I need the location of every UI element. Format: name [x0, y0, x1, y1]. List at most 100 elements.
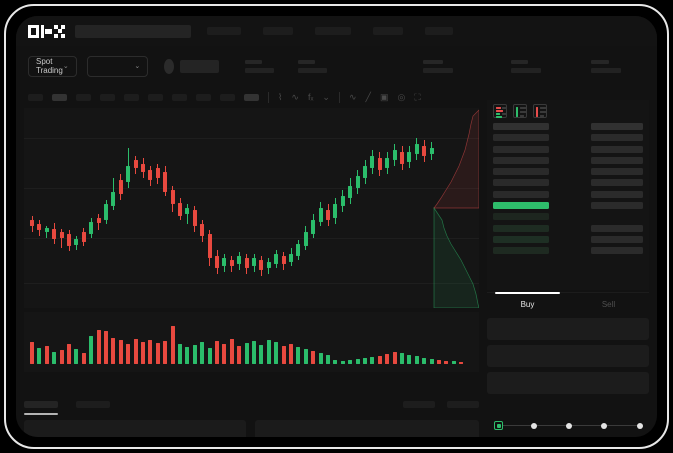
- chevron-down-icon[interactable]: ⌄: [322, 91, 330, 102]
- slider-stop-100[interactable]: [636, 422, 643, 429]
- candlestick: [414, 108, 419, 308]
- order-book-row[interactable]: [493, 168, 643, 176]
- order-book-row[interactable]: [493, 247, 643, 255]
- bottom-tab-1[interactable]: [24, 400, 58, 415]
- timeframe-1[interactable]: [28, 93, 43, 101]
- timeframe-9[interactable]: [220, 93, 235, 101]
- order-book-row[interactable]: [493, 145, 643, 153]
- order-book-size-cell: [591, 202, 643, 210]
- volume-bar: [244, 343, 249, 364]
- candlestick: [185, 108, 190, 308]
- timeframe-6[interactable]: [148, 93, 163, 101]
- settings-icon[interactable]: ◎: [397, 91, 406, 102]
- timeframe-7[interactable]: [172, 93, 187, 101]
- bottom-panel-left[interactable]: [24, 420, 246, 437]
- search-input[interactable]: [75, 24, 191, 38]
- slider-handle[interactable]: [494, 421, 503, 430]
- candle-body: [222, 258, 227, 266]
- slider-stop-75[interactable]: [601, 422, 608, 429]
- camera-icon[interactable]: ▣: [379, 91, 389, 102]
- market-type-label: Spot Trading: [36, 57, 63, 75]
- nav-item-5[interactable]: [425, 27, 453, 35]
- amount-percent-slider[interactable]: [494, 420, 644, 432]
- volume-bar: [52, 352, 57, 364]
- volume-bar: [407, 355, 412, 364]
- order-book-row[interactable]: [493, 123, 643, 130]
- chart-toolbar: ⌇ ∿ fₓ ⌄ ∿ ╱ ▣ ◎ ⛶: [16, 86, 657, 108]
- nav-item-4[interactable]: [373, 27, 403, 35]
- order-total-field[interactable]: [487, 372, 649, 394]
- slider-stop-50[interactable]: [566, 422, 572, 429]
- volume-bar: [185, 347, 190, 364]
- timeframe-2[interactable]: [52, 93, 67, 101]
- nav-item-2[interactable]: [263, 27, 293, 35]
- okx-logo-icon[interactable]: [28, 24, 65, 38]
- bottom-tab-action-2[interactable]: [447, 400, 479, 408]
- order-book-row[interactable]: [493, 179, 643, 187]
- price-chart-area[interactable]: [24, 108, 479, 308]
- pair-select-dropdown[interactable]: ⌄: [86, 55, 149, 77]
- candle-body: [252, 258, 256, 266]
- timeframe-3[interactable]: [76, 93, 91, 101]
- order-book-row[interactable]: [493, 213, 643, 221]
- candle-body: [429, 148, 434, 154]
- pair-name[interactable]: [179, 59, 219, 73]
- chart-gridline: [24, 238, 479, 239]
- tab-buy[interactable]: Buy: [487, 292, 568, 316]
- candle-body: [363, 166, 367, 178]
- volume-bar: [200, 342, 205, 364]
- indicators-icon[interactable]: fₓ: [307, 91, 314, 102]
- orderbook-mode-asks-icon[interactable]: [533, 104, 547, 118]
- volume-bar: [459, 362, 464, 364]
- candlestick-chart-icon[interactable]: ⌇: [278, 91, 283, 102]
- slider-stop-25[interactable]: [530, 422, 537, 429]
- bottom-panel-right[interactable]: [255, 420, 479, 437]
- orderbook-mode-both-icon[interactable]: [493, 104, 507, 118]
- volume-bar: [44, 346, 49, 364]
- candlestick: [89, 108, 94, 308]
- candle-body: [89, 222, 94, 234]
- candle-body: [44, 228, 49, 232]
- drawing-tools-icon[interactable]: ╱: [365, 91, 371, 102]
- candle-body: [104, 204, 108, 220]
- bottom-tab-action-1[interactable]: [403, 400, 435, 408]
- candle-body: [96, 218, 101, 223]
- order-book-price-cell: [493, 235, 549, 243]
- order-book-row[interactable]: [493, 134, 643, 142]
- order-book-row[interactable]: [493, 190, 643, 198]
- market-type-dropdown[interactable]: Spot Trading ⌄: [28, 55, 77, 77]
- ticker-stat-value: [510, 67, 541, 73]
- orderbook-mode-bids-icon[interactable]: [513, 104, 527, 118]
- order-book-row[interactable]: [493, 235, 643, 243]
- candlestick: [207, 108, 212, 308]
- timeframe-10[interactable]: [244, 93, 259, 101]
- order-book-row[interactable]: [493, 156, 643, 164]
- timeframe-5[interactable]: [124, 93, 139, 101]
- order-amount-field[interactable]: [487, 345, 649, 367]
- order-book-row[interactable]: [493, 224, 643, 232]
- candle-body: [407, 152, 412, 162]
- candle-body: [141, 164, 145, 172]
- fullscreen-icon[interactable]: ⛶: [414, 91, 421, 102]
- candle-body: [30, 220, 34, 226]
- candlestick: [252, 108, 256, 308]
- wave-chart-icon[interactable]: ∿: [348, 91, 357, 102]
- tab-sell-label: Sell: [601, 300, 616, 309]
- timeframe-8[interactable]: [196, 93, 211, 101]
- candle-body: [229, 260, 234, 266]
- order-book-row[interactable]: [493, 202, 643, 210]
- line-chart-icon[interactable]: ∿: [291, 91, 299, 102]
- order-book-size-cell: [591, 145, 643, 153]
- candlestick: [355, 108, 360, 308]
- order-book-price-cell: [493, 190, 549, 198]
- tab-sell[interactable]: Sell: [568, 293, 649, 316]
- candlestick: [333, 108, 338, 308]
- volume-bar: [118, 340, 123, 364]
- order-price-field[interactable]: [487, 318, 649, 340]
- nav-item-1[interactable]: [207, 27, 241, 35]
- timeframe-4[interactable]: [100, 93, 115, 101]
- bottom-tab-2[interactable]: [76, 400, 110, 408]
- nav-item-3[interactable]: [315, 27, 351, 35]
- volume-bar: [437, 360, 441, 364]
- candlestick: [67, 108, 71, 308]
